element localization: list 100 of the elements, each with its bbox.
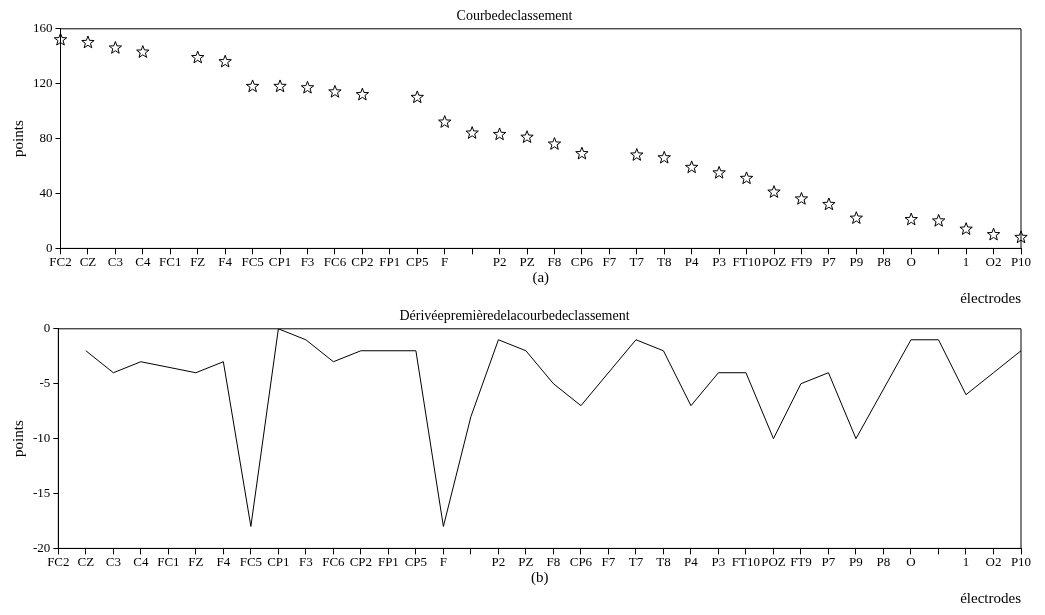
x-tick-label: FC6 [322,553,346,569]
x-tick-label: O2 [985,253,1002,269]
x-axis-title: électrodes [960,289,1022,306]
x-tick-label: FZ [190,253,206,269]
point [410,90,424,104]
x-tick-label: C4 [135,253,151,269]
point [438,115,452,128]
x-axis-title: électrodes [960,589,1022,606]
y-axis-title: points [9,120,26,157]
x-tick-label: T7 [628,553,644,569]
x-tick-label: FC1 [157,553,180,569]
point [959,222,973,235]
x-tick-label: CP1 [268,253,292,269]
x-tick-label: F4 [216,553,231,569]
x-tick-label: PZ [519,253,535,269]
point [794,191,809,205]
x-tick-label: CP6 [570,253,594,269]
x-tick-label: FT9 [790,553,812,569]
x-tick-label: C3 [105,553,121,569]
point [355,87,370,101]
x-tick-label: P4 [684,553,699,569]
x-tick-label: P3 [712,253,726,269]
x-tick-label: F4 [218,253,233,269]
x-tick-label: PZ [518,553,534,569]
x-tick-label: F8 [546,553,561,569]
point [328,84,342,98]
point [575,146,589,160]
point [1014,230,1028,244]
y-tick-label: -5 [39,375,51,391]
point [465,126,479,139]
point [81,35,95,49]
y-tick-label: 80 [39,130,53,146]
x-tick-label: P2 [492,253,507,269]
point [520,130,534,143]
x-tick-label: FP1 [379,253,401,269]
point [630,148,644,161]
y-tick-label: 0 [43,320,51,336]
y-tick-label: 0 [46,239,53,255]
x-tick-label: FC2 [47,553,70,569]
x-tick-label: P10 [1010,253,1032,269]
point [191,50,205,64]
text: (b) [530,568,549,586]
x-tick-label: P7 [821,553,836,569]
x-tick-label: P8 [876,253,891,269]
x-tick-label: FT10 [732,253,761,269]
x-tick-label: O2 [985,553,1002,569]
y-tick-label: -15 [32,484,51,500]
point [739,171,754,185]
point [657,150,671,164]
point [492,127,507,141]
y-axis-title: points [9,420,26,457]
x-tick-label: CP5 [404,553,428,569]
y-tick-label: 120 [33,75,53,91]
point [931,213,946,227]
point [300,80,315,94]
x-tick-label: P7 [822,253,837,269]
x-tick-label: CP2 [351,253,374,269]
x-tick-label: CP6 [569,553,593,569]
y-tick-label: 160 [33,20,53,36]
x-tick-label: FZ [188,553,204,569]
point [108,41,123,54]
x-tick-label: FC6 [323,253,347,269]
x-tick-label: FT9 [790,253,813,269]
y-tick-label: -10 [32,430,51,446]
x-tick-label: CP5 [406,253,429,269]
point [849,211,864,224]
text: (a) [532,268,550,286]
x-tick-label: C4 [133,553,149,569]
x-tick-label: FC5 [239,553,263,569]
x-tick-label: F7 [601,553,616,569]
point [822,197,836,211]
x-tick-label: F [441,253,449,269]
x-tick-label: F3 [300,253,315,269]
point [547,137,562,150]
x-tick-label: F [439,553,448,569]
point [712,165,726,179]
x-tick-label: POZ [761,553,786,569]
point [53,32,68,46]
x-tick-label: POZ [761,253,787,269]
x-tick-label: P9 [849,253,864,269]
chart-title: Dérivéepremièredelacourbedeclassement [399,308,630,324]
x-tick-label: 1 [962,553,970,569]
x-tick-label: O [906,553,916,569]
point [273,79,287,93]
x-tick-label: CP1 [267,553,290,569]
x-tick-label: P8 [876,553,891,569]
x-tick-label: FC2 [49,253,72,269]
x-tick-label: CZ [77,553,95,569]
x-tick-label: P3 [711,553,726,569]
x-tick-label: F7 [602,253,617,269]
y-tick-label: 40 [39,184,53,200]
x-tick-label: P4 [684,253,700,269]
x-tick-label: P2 [491,553,506,569]
chart-title: Courbedeclassement [456,8,573,24]
point [904,212,918,226]
x-tick-label: T7 [629,253,645,269]
x-tick-label: FT10 [731,553,761,569]
x-tick-label: C3 [107,253,123,269]
point [245,79,260,93]
x-tick-label: P9 [849,553,863,569]
